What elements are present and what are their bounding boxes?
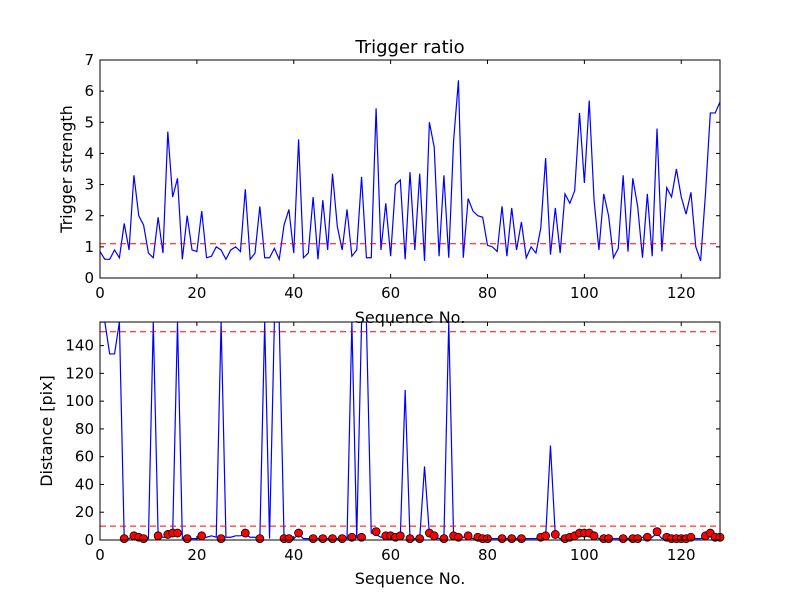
top-x-tick-label: 60 [381,284,400,302]
bottom-scatter-point [415,534,425,544]
bottom-scatter-point [216,534,226,544]
top-plot-frame [99,59,721,279]
bottom-scatter-point [652,527,662,537]
top-y-tick-label: 6 [84,82,94,100]
top-y-tick-label: 5 [84,113,94,131]
bottom-scatter-point [454,532,463,542]
top-y-tick-label: 3 [84,176,94,194]
bottom-series-line-0 [100,322,720,540]
bottom-scatter-point [550,530,560,539]
bottom-scatter-point [686,532,696,542]
bottom-scatter-point [328,534,337,544]
bottom-plot-frame [99,321,721,541]
top-y-tick-label: 7 [84,51,94,69]
top-y-tick-label: 4 [84,144,94,162]
bottom-scatter-point [119,534,129,544]
bottom-scatter-point [318,534,328,544]
bottom-scatter-point [633,534,643,544]
bottom-x-tick-label: 60 [381,546,400,564]
bottom-scatter-point [255,534,265,544]
bottom-x-tick-label: 40 [284,546,303,564]
bottom-scatter-point [541,531,551,541]
top-y-tick-label: 0 [84,269,94,287]
bottom-y-tick-label: 60 [75,448,94,466]
bottom-scatter-point [308,534,318,544]
bottom-scatter-point [589,531,599,541]
top-x-tick-label: 100 [570,284,599,302]
top-plot-area [100,80,720,262]
top-y-axis-label: Trigger strength [57,105,76,234]
bottom-x-tick-label: 20 [187,546,206,564]
bottom-x-tick-label: 0 [95,546,105,564]
top-y-tick-label: 2 [84,207,94,225]
bottom-x-tick-label: 100 [570,546,599,564]
bottom-y-tick-label: 80 [75,420,94,438]
bottom-plot-area [100,322,725,544]
bottom-y-tick-label: 100 [65,392,94,410]
bottom-scatter-point [507,534,517,544]
bottom-x-tick-label: 80 [478,546,497,564]
top-y-tick-label: 1 [84,238,94,256]
bottom-y-axis-label: Distance [pix] [37,375,56,487]
top-series-line-0 [100,80,720,262]
bottom-scatter-point [618,534,628,544]
bottom-subplot: 0 20 40 60 80 100 120 0 20 40 60 80 100 120 140 Sequen… [37,321,725,588]
top-chart-title: Trigger ratio [354,37,464,58]
top-clipped-marks [100,80,720,262]
bottom-y-tick-label: 20 [75,503,94,521]
bottom-scatter-point [517,534,526,544]
bottom-scatter-point [604,534,613,544]
bottom-scatter-point [294,528,303,538]
bottom-scatter-point [139,534,148,544]
bottom-scatter-point [337,534,347,544]
bottom-x-axis-label: Sequence No. [355,569,466,588]
bottom-scatter-point [497,534,507,544]
bottom-scatter-point [240,528,250,538]
bottom-scatter-point [439,534,449,544]
top-x-tick-label: 40 [284,284,303,302]
bottom-scatter-point [642,532,652,542]
bottom-y-tick-label: 0 [84,531,94,549]
top-tick-labels: 0 20 40 60 80 100 120 0 1 2 3 4 5 6 7 [84,51,720,302]
bottom-scatter-point [357,532,366,542]
bottom-clipped-marks [100,322,720,540]
bottom-y-tick-label: 40 [75,475,94,493]
bottom-scatter-point [347,532,357,542]
bottom-scatter-point [182,534,192,544]
top-x-tick-label: 80 [478,284,497,302]
bottom-scatter-point [463,531,473,541]
top-x-tick-label: 120 [667,284,696,302]
bottom-scatter-point [284,534,294,544]
bottom-scatter-point [197,531,207,541]
bottom-scatter-point [173,528,182,538]
bottom-scatter-point [405,534,415,544]
top-x-tick-label: 20 [187,284,206,302]
bottom-x-tick-label: 120 [667,546,696,564]
bottom-scatter-point [429,531,439,541]
bottom-y-tick-label: 140 [65,337,94,355]
bottom-y-tick-label: 120 [65,364,94,382]
bottom-scatter-point [153,531,163,541]
bottom-scatter-point [395,531,405,541]
top-x-tick-label: 0 [95,284,105,302]
bottom-scatter-point [371,527,381,537]
bottom-tick-labels: 0 20 40 60 80 100 120 0 20 40 60 80 100 120 140 [65,322,720,564]
